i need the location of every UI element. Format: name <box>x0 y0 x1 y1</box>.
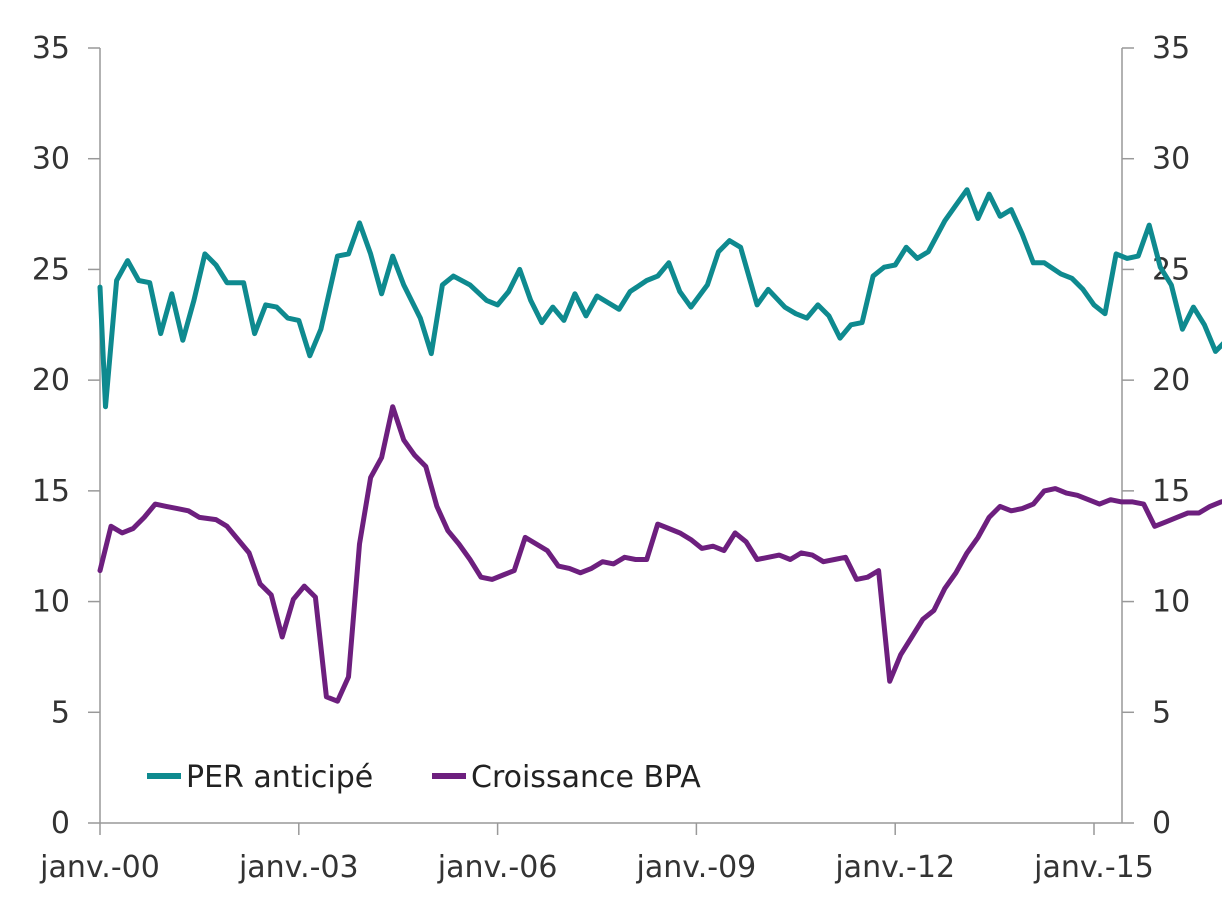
y-tick-label-left: 0 <box>51 806 70 841</box>
y-tick-label-left: 10 <box>32 585 70 620</box>
y-tick-label-right: 15 <box>1152 474 1190 509</box>
y-tick-label-left: 15 <box>32 474 70 509</box>
x-tick-label: janv.-12 <box>834 850 955 885</box>
legend-label: Croissance BPA <box>471 760 701 795</box>
y-tick-label-right: 30 <box>1152 142 1190 177</box>
x-tick-label: janv.-03 <box>238 850 359 885</box>
y-tick-label-left: 5 <box>51 695 70 730</box>
axes <box>99 48 1123 824</box>
y-tick-label-left: 35 <box>32 31 70 66</box>
x-tick-label: janv.-00 <box>39 850 160 885</box>
tick-marks <box>88 47 1134 835</box>
y-tick-label-left: 30 <box>32 142 70 177</box>
y-tick-label-right: 35 <box>1152 31 1190 66</box>
y-tick-label-right: 5 <box>1152 695 1171 730</box>
x-tick-label: janv.-15 <box>1033 850 1154 885</box>
legend-label: PER anticipé <box>186 760 373 795</box>
y-tick-label-right: 20 <box>1152 363 1190 398</box>
series-line-per-anticipe <box>97 187 1222 410</box>
series-lines <box>97 187 1222 704</box>
x-tick-label: janv.-06 <box>437 850 558 885</box>
y-tick-label-left: 25 <box>32 252 70 287</box>
legend: PER anticipé Croissance BPA <box>147 760 701 795</box>
series-line-croissance-bpa <box>97 404 1222 704</box>
y-tick-label-right: 0 <box>1152 806 1171 841</box>
x-tick-label: janv.-09 <box>636 850 757 885</box>
y-tick-label-left: 20 <box>32 363 70 398</box>
y-tick-label-right: 10 <box>1152 585 1190 620</box>
